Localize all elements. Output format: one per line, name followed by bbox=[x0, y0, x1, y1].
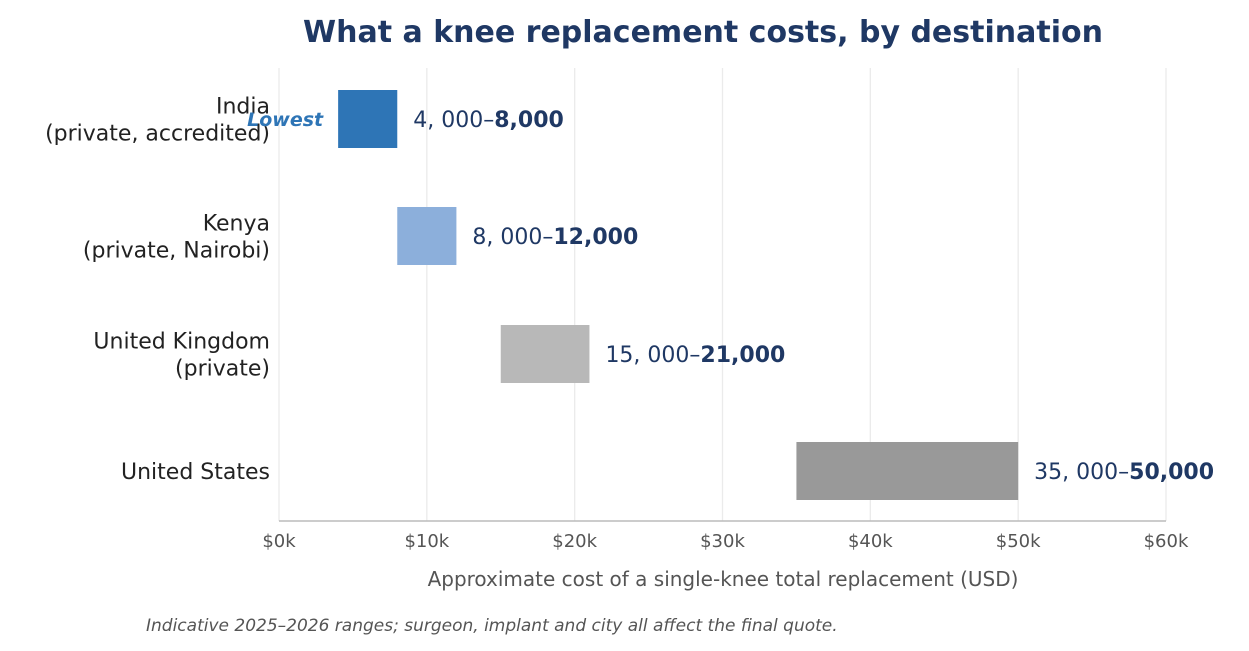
x-tick-label: $0k bbox=[262, 531, 296, 552]
lowest-badge: Lowest bbox=[247, 109, 324, 131]
category-label: Kenya (private, Nairobi) bbox=[83, 212, 270, 264]
range-bar bbox=[500, 325, 590, 383]
range-bar bbox=[796, 442, 1019, 500]
range-bar bbox=[397, 207, 457, 265]
x-tick-label: $40k bbox=[848, 531, 893, 552]
category-labels: India (private, accredited) Kenya (private,… bbox=[45, 95, 270, 486]
value-label: 15, 000–21,000 bbox=[605, 343, 785, 368]
category-label: India (private, accredited) bbox=[45, 95, 270, 147]
category-label: United Kingdom (private) bbox=[93, 330, 270, 382]
x-tick-label: $30k bbox=[700, 531, 745, 552]
value-labels: 4, 000–8,000 Lowest 8, 000–12,000 15, 000–2… bbox=[247, 108, 1214, 485]
footnote: Indicative 2025–2026 ranges; surgeon, im… bbox=[146, 616, 838, 636]
value-label: 8, 000–12,000 bbox=[472, 225, 638, 250]
category-label: United States bbox=[121, 460, 270, 485]
x-axis-title: Approximate cost of a single-knee total … bbox=[428, 567, 1019, 591]
range-bar bbox=[338, 90, 398, 148]
x-axis-ticks: $0k $10k $20k $30k $40k $50k $60k bbox=[262, 531, 1189, 552]
x-tick-label: $50k bbox=[996, 531, 1041, 552]
value-label: 4, 000–8,000 bbox=[413, 108, 564, 133]
bars bbox=[338, 90, 1019, 500]
gridlines bbox=[278, 68, 1167, 521]
chart-title: What a knee replacement costs, by destin… bbox=[303, 15, 1103, 50]
x-tick-label: $60k bbox=[1144, 531, 1189, 552]
x-tick-label: $20k bbox=[552, 531, 597, 552]
x-tick-label: $10k bbox=[404, 531, 449, 552]
value-label: 35, 000–50,000 bbox=[1034, 460, 1214, 485]
